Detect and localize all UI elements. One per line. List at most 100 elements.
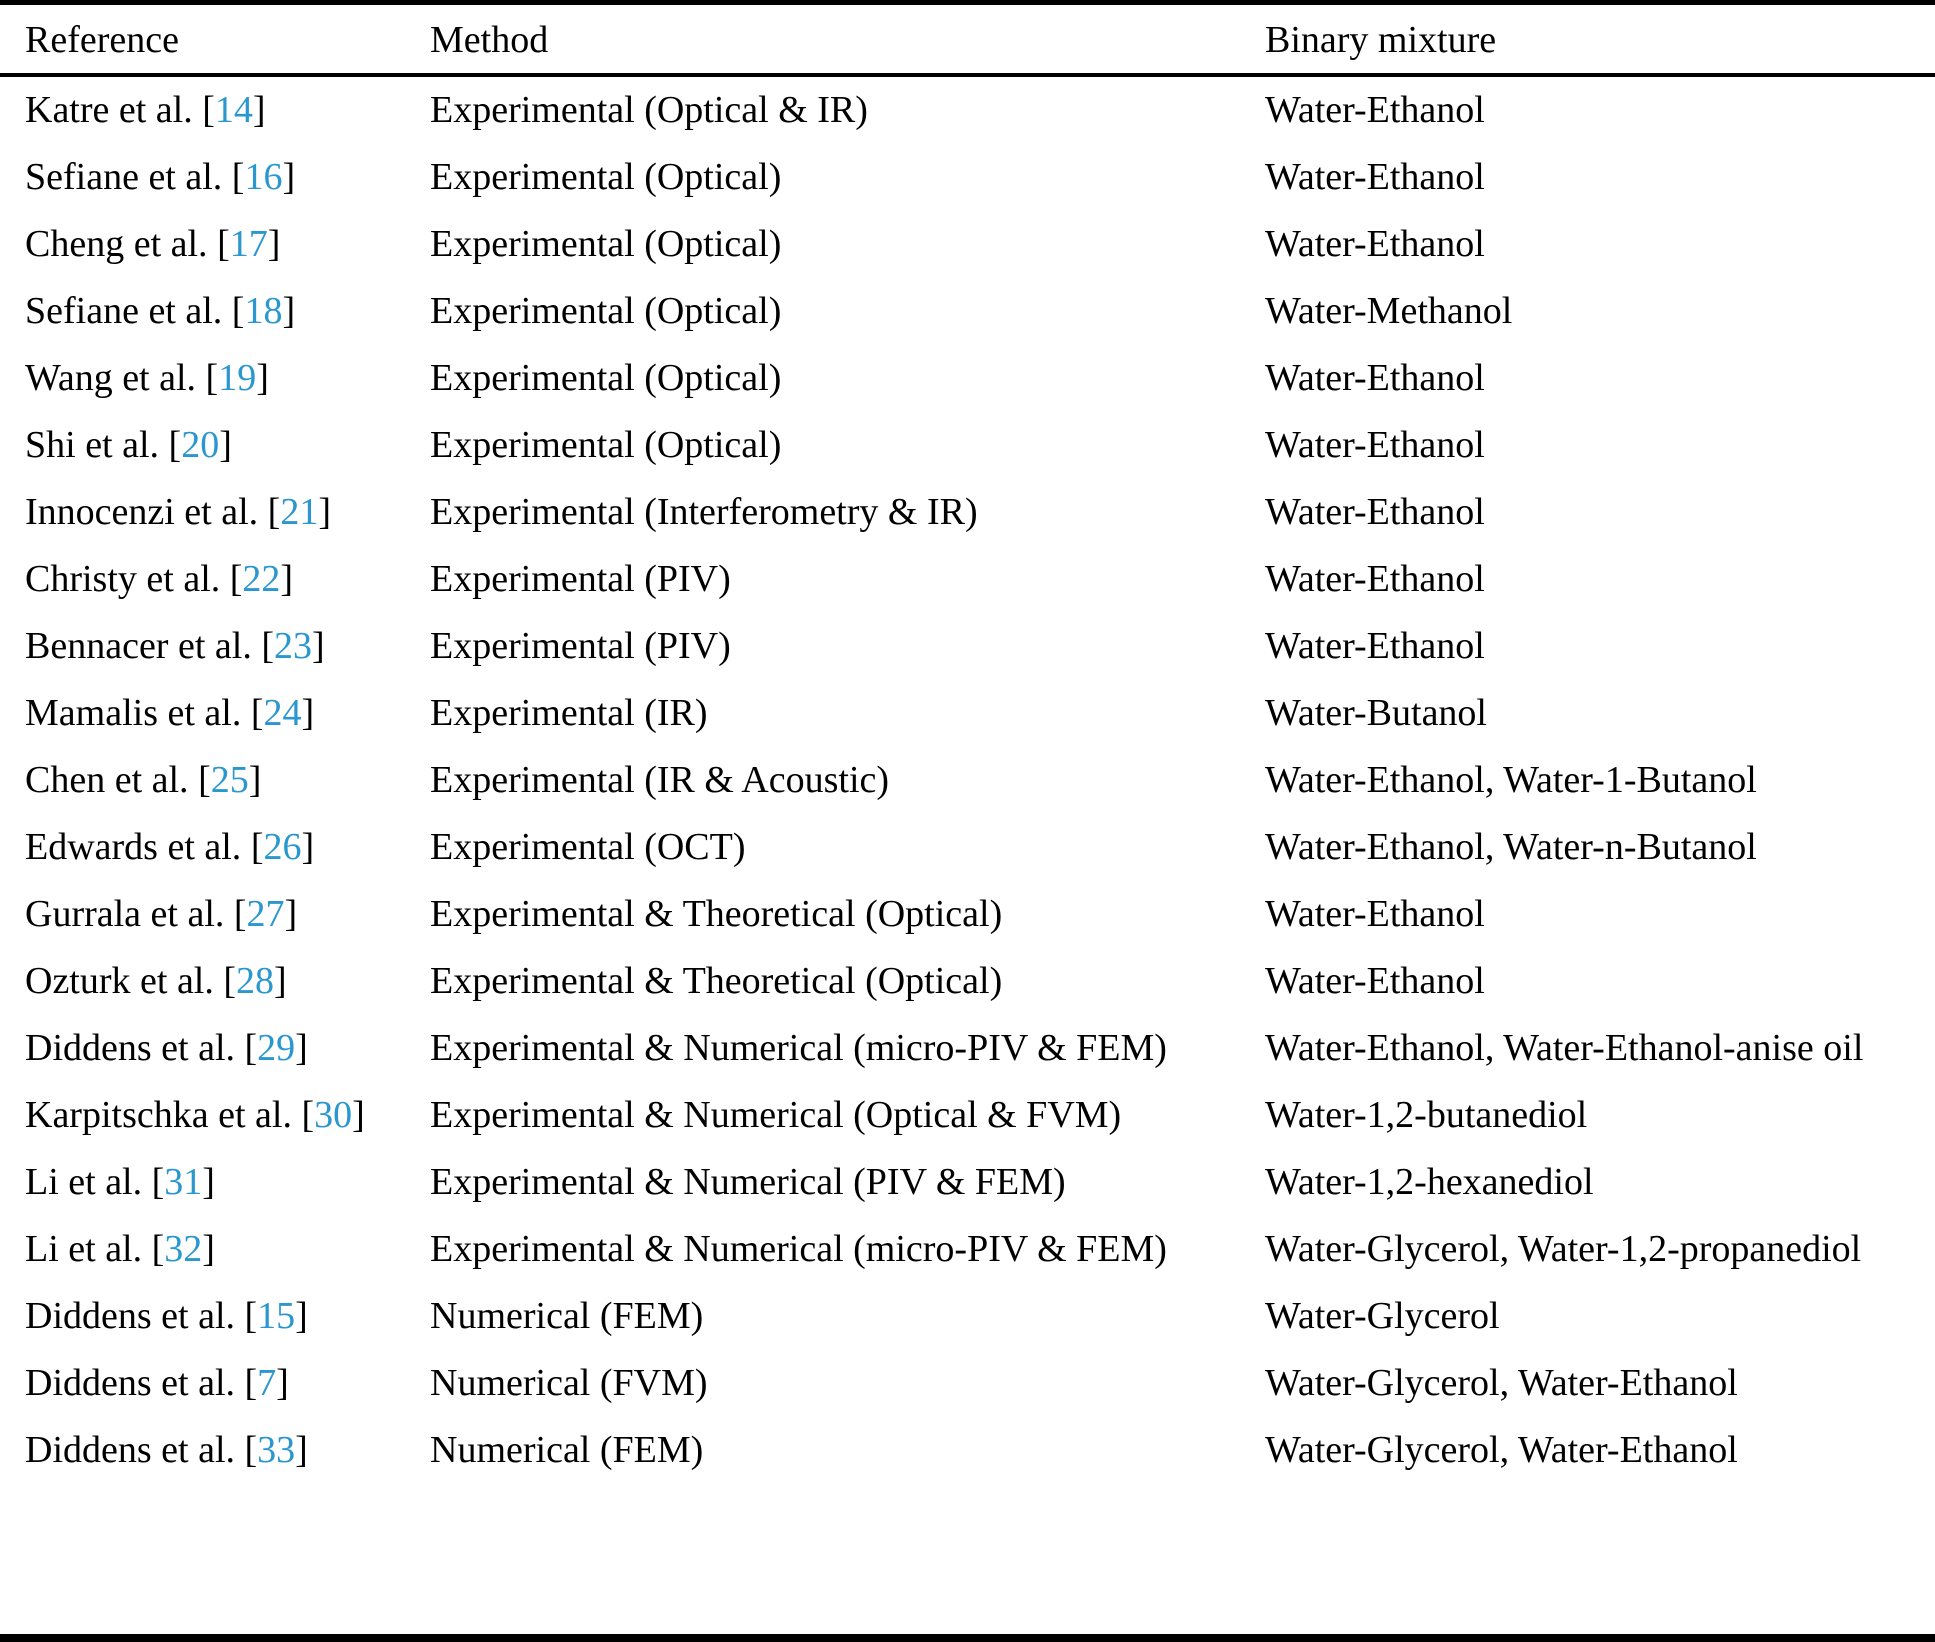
table-row: Katre et al. [14] Experimental (Optical … [0, 75, 1935, 144]
reference-cell: Diddens et al. [29] [0, 1015, 430, 1082]
reference-authors: Shi et al. [25, 424, 160, 466]
citation: [24] [251, 692, 314, 734]
citation: [16] [232, 156, 295, 198]
reference-cell: Bennacer et al. [23] [0, 613, 430, 680]
method-cell: Numerical (FVM) [430, 1362, 708, 1404]
method-cell: Experimental (PIV) [430, 625, 731, 667]
citation-bracket-open: [ [244, 1429, 258, 1471]
table-row: Diddens et al. [15] Numerical (FEM) Wate… [0, 1283, 1935, 1350]
method-cell: Experimental (Optical) [430, 223, 782, 265]
citation: [18] [232, 290, 295, 332]
citation-link[interactable]: 7 [257, 1362, 277, 1404]
mixture-cell: Water-Ethanol, Water-1-Butanol [1265, 759, 1757, 801]
citation-link[interactable]: 22 [242, 558, 281, 600]
method-cell: Experimental (Optical) [430, 424, 782, 466]
method-cell: Numerical (FEM) [430, 1429, 704, 1471]
table-row: Sefiane et al. [16] Experimental (Optica… [0, 144, 1935, 211]
citation-link[interactable]: 32 [164, 1228, 203, 1270]
citation-link[interactable]: 21 [280, 491, 319, 533]
table-header: Reference Method Binary mixture [0, 5, 1935, 77]
citation-link[interactable]: 25 [210, 759, 249, 801]
table-row: Christy et al. [22] Experimental (PIV) W… [0, 546, 1935, 613]
table-row: Sefiane et al. [18] Experimental (Optica… [0, 278, 1935, 345]
citation-bracket-open: [ [151, 1161, 165, 1203]
reference-cell: Shi et al. [20] [0, 412, 430, 479]
citation-link[interactable]: 14 [214, 89, 253, 131]
reference-cell: Cheng et al. [17] [0, 211, 430, 278]
citation-link[interactable]: 19 [218, 357, 257, 399]
citation-bracket-close: ] [202, 1228, 215, 1270]
citation-link[interactable]: 23 [273, 625, 312, 667]
reference-authors: Diddens et al. [25, 1027, 236, 1069]
method-cell: Experimental (Optical) [430, 357, 782, 399]
table-row: Li et al. [31] Experimental & Numerical … [0, 1149, 1935, 1216]
citation: [25] [198, 759, 261, 801]
citation-link[interactable]: 31 [164, 1161, 203, 1203]
table-row: Diddens et al. [7] Numerical (FVM) Water… [0, 1350, 1935, 1417]
citation-link[interactable]: 30 [314, 1094, 353, 1136]
mixture-cell: Water-Ethanol [1265, 223, 1485, 265]
citation-link[interactable]: 33 [257, 1429, 296, 1471]
method-cell: Experimental (Optical) [430, 290, 782, 332]
citation-link[interactable]: 28 [236, 960, 275, 1002]
reference-authors: Diddens et al. [25, 1295, 236, 1337]
mixture-cell: Water-Glycerol, Water-Ethanol [1265, 1362, 1738, 1404]
citation-bracket-close: ] [280, 558, 294, 600]
citation-link[interactable]: 15 [257, 1295, 296, 1337]
table-row: Ozturk et al. [28] Experimental & Theore… [0, 948, 1935, 1015]
reference-authors: Sefiane et al. [25, 290, 223, 332]
citation-bracket-close: ] [318, 491, 331, 533]
citation-bracket-open: [ [267, 491, 281, 533]
citation-bracket-open: [ [261, 625, 274, 667]
reference-cell: Diddens et al. [33] [0, 1417, 430, 1484]
citation: [26] [251, 826, 314, 868]
reference-cell: Diddens et al. [7] [0, 1350, 430, 1417]
citation: [7] [245, 1362, 289, 1404]
column-header-binary-mixture: Binary mixture [1265, 5, 1935, 77]
reference-cell: Li et al. [32] [0, 1216, 430, 1283]
citation-link[interactable]: 20 [181, 424, 220, 466]
table-body: Katre et al. [14] Experimental (Optical … [0, 75, 1935, 1484]
mixture-cell: Water-Butanol [1265, 692, 1487, 734]
citation: [21] [268, 491, 331, 533]
column-header-method: Method [430, 5, 1265, 77]
mixture-cell: Water-1,2-hexanediol [1265, 1161, 1594, 1203]
method-cell: Experimental (IR & Acoustic) [430, 759, 890, 801]
citation-bracket-close: ] [256, 357, 269, 399]
method-cell: Experimental & Theoretical (Optical) [430, 960, 1003, 1002]
citation-bracket-close: ] [311, 625, 325, 667]
mixture-cell: Water-Ethanol [1265, 625, 1485, 667]
citation-bracket-open: [ [244, 1362, 258, 1404]
methods-comparison-table: Reference Method Binary mixture Katre et… [0, 5, 1935, 1484]
citation: [29] [245, 1027, 308, 1069]
citation-bracket-close: ] [267, 223, 281, 265]
table-row: Cheng et al. [17] Experimental (Optical)… [0, 211, 1935, 278]
column-header-reference: Reference [0, 5, 430, 77]
method-cell: Experimental (IR) [430, 692, 708, 734]
reference-authors: Cheng et al. [25, 223, 208, 265]
citation-link[interactable]: 29 [257, 1027, 296, 1069]
reference-cell: Karpitschka et al. [30] [0, 1082, 430, 1149]
citation-bracket-open: [ [217, 223, 230, 265]
citation-link[interactable]: 24 [263, 692, 302, 734]
citation: [15] [245, 1295, 308, 1337]
mixture-cell: Water-Ethanol, Water-Ethanol-anise oil [1265, 1027, 1864, 1069]
method-cell: Experimental & Numerical (PIV & FEM) [430, 1161, 1066, 1203]
citation-bracket-close: ] [301, 826, 315, 868]
citation-link[interactable]: 27 [246, 893, 285, 935]
citation-link[interactable]: 16 [244, 156, 283, 198]
citation: [30] [301, 1094, 364, 1136]
reference-authors: Bennacer et al. [25, 625, 252, 667]
citation: [27] [234, 893, 297, 935]
citation-bracket-close: ] [252, 89, 266, 131]
citation-link[interactable]: 17 [229, 223, 268, 265]
reference-authors: Mamalis et al. [25, 692, 242, 734]
reference-authors: Diddens et al. [25, 1429, 236, 1471]
reference-authors: Chen et al. [25, 759, 189, 801]
reference-cell: Sefiane et al. [18] [0, 278, 430, 345]
method-cell: Experimental (OCT) [430, 826, 746, 868]
table-row: Shi et al. [20] Experimental (Optical) W… [0, 412, 1935, 479]
citation-link[interactable]: 26 [263, 826, 302, 868]
citation-link[interactable]: 18 [244, 290, 283, 332]
